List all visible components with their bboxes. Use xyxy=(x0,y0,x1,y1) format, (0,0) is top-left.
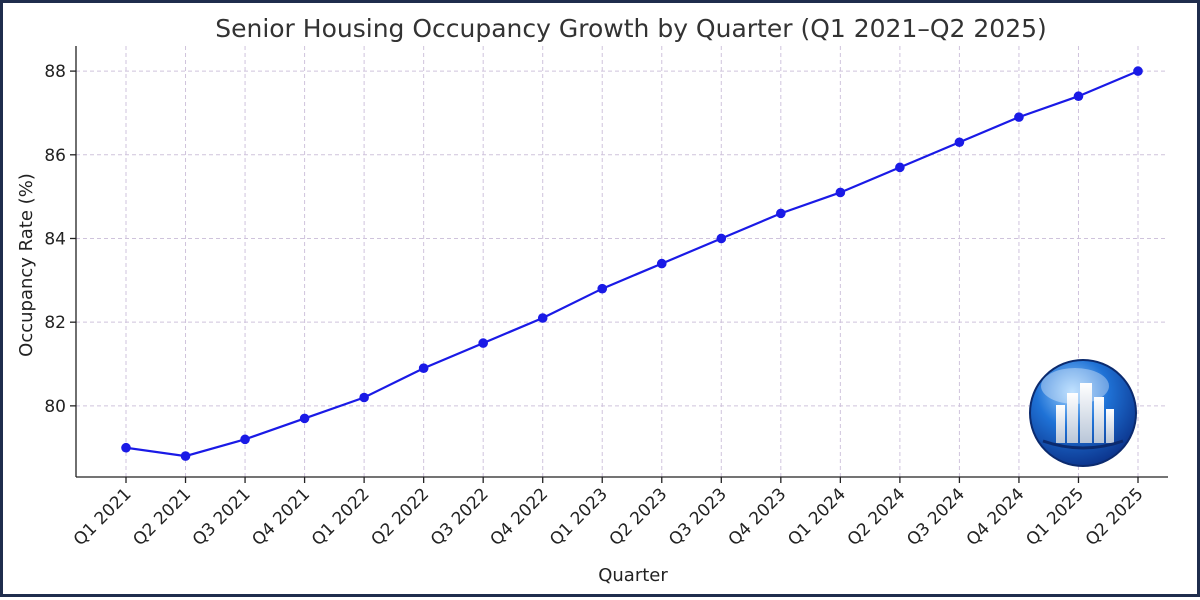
x-tick-label: Q1 2021 xyxy=(70,484,136,550)
y-tick-label: 88 xyxy=(44,62,66,82)
line-chart: Senior Housing Occupancy Growth by Quart… xyxy=(16,14,1168,586)
series-line xyxy=(125,70,1139,458)
x-tick-label: Q3 2021 xyxy=(189,484,255,550)
data-point xyxy=(1133,66,1143,76)
data-point xyxy=(1073,91,1084,102)
x-tick-label: Q4 2024 xyxy=(963,484,1029,550)
x-tick-label: Q1 2025 xyxy=(1022,484,1088,550)
y-tick-labels: 80 82 84 86 88 xyxy=(44,62,66,417)
axes xyxy=(70,46,1168,483)
y-tick-label: 82 xyxy=(44,313,66,333)
x-tick-label: Q4 2021 xyxy=(248,484,314,550)
x-tick-label: Q1 2023 xyxy=(546,484,612,550)
data-point xyxy=(776,208,786,219)
x-tick-label: Q2 2021 xyxy=(129,484,195,550)
data-point xyxy=(478,338,488,348)
data-point xyxy=(121,442,131,453)
data-point xyxy=(537,313,548,323)
gridlines xyxy=(76,46,1168,477)
y-tick-label: 84 xyxy=(44,229,66,249)
x-axis-label: Quarter xyxy=(598,565,668,586)
data-point xyxy=(835,187,846,198)
y-axis-label: Occupancy Rate (%) xyxy=(16,173,37,357)
chart-title: Senior Housing Occupancy Growth by Quart… xyxy=(215,14,1047,43)
x-tick-label: Q1 2024 xyxy=(784,484,850,550)
x-tick-label: Q3 2022 xyxy=(427,484,493,550)
data-point xyxy=(418,363,429,374)
x-tick-label: Q3 2024 xyxy=(903,484,969,550)
x-tick-label: Q2 2025 xyxy=(1082,484,1148,550)
x-tick-label: Q1 2022 xyxy=(308,484,374,550)
data-point xyxy=(240,434,250,445)
data-point xyxy=(359,392,369,403)
x-tick-label: Q4 2022 xyxy=(487,484,553,550)
y-tick-label: 80 xyxy=(44,397,66,417)
data-point xyxy=(716,233,727,244)
x-tick-label: Q2 2024 xyxy=(844,484,910,550)
data-point xyxy=(597,283,608,294)
data-point xyxy=(1014,112,1024,122)
series-occupancy xyxy=(121,66,1143,461)
x-tick-label: Q3 2023 xyxy=(665,484,731,550)
data-point xyxy=(954,137,965,148)
data-point xyxy=(299,413,310,424)
x-tick-label: Q2 2023 xyxy=(606,484,672,550)
x-tick-label: Q4 2023 xyxy=(725,484,791,550)
data-point xyxy=(895,162,905,173)
data-point xyxy=(656,258,667,269)
building-globe-logo xyxy=(1029,359,1137,467)
x-tick-label: Q2 2022 xyxy=(368,484,434,550)
y-tick-label: 86 xyxy=(44,146,66,166)
data-point xyxy=(180,451,191,461)
